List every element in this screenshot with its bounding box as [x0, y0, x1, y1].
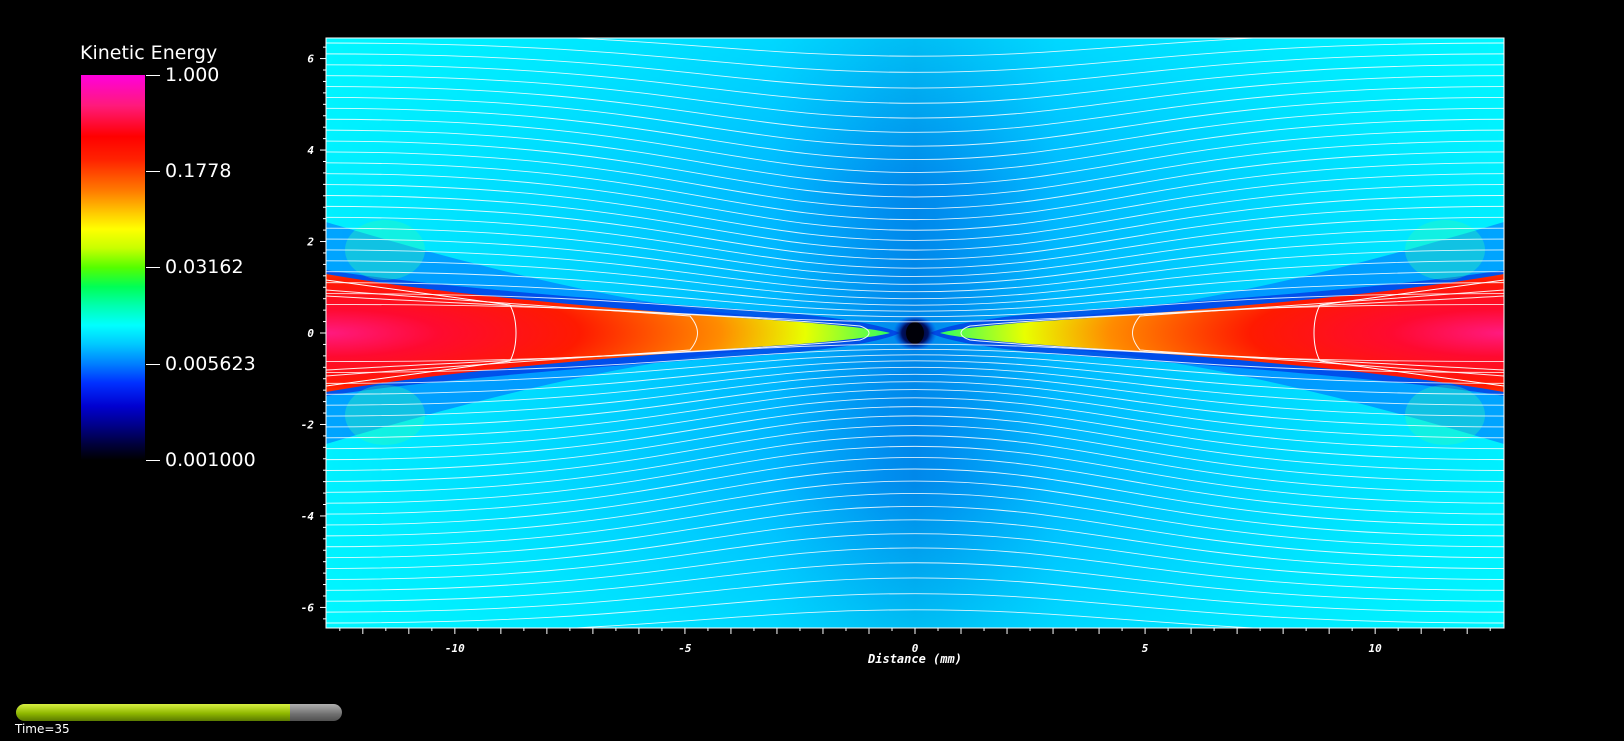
streamline: [326, 457, 1504, 515]
colorbar-tick: [146, 171, 160, 172]
streamline: [326, 53, 1504, 89]
colorbar-tick: [146, 460, 160, 461]
streamline: [326, 547, 1504, 591]
streamline: [326, 303, 1504, 323]
streamline: [326, 360, 1504, 395]
streamline: [326, 205, 1504, 260]
streamline: [326, 42, 1504, 73]
streamline: [326, 173, 1504, 231]
streamline: [326, 435, 1504, 493]
streamline: [326, 140, 1504, 198]
x-tick-label: 0: [912, 642, 919, 655]
streamline: [326, 397, 1504, 450]
streamline: [326, 86, 1504, 133]
streamline: [326, 468, 1504, 526]
streamline: [326, 75, 1504, 119]
y-tick-label: -4: [301, 510, 315, 523]
streamline: [326, 354, 1504, 384]
x-axis: -10 -5 0 5 10: [339, 628, 1491, 655]
time-slider-fill: [16, 704, 290, 721]
colorbar-label: 0.03162: [165, 256, 244, 278]
streamline: [326, 480, 1504, 537]
streamline: [566, 38, 1264, 57]
streamline: [326, 64, 1504, 104]
colorbar-title: Kinetic Energy: [80, 42, 218, 64]
streamline: [326, 97, 1504, 147]
streamline: [326, 593, 1504, 624]
y-tick-label: 6: [307, 53, 314, 66]
streamline: [326, 505, 1504, 559]
y-tick-label: -2: [301, 418, 315, 431]
streamline: [326, 373, 1504, 417]
colorbar-tick: [146, 364, 160, 365]
streamline: [326, 216, 1504, 269]
y-tick-label: 4: [307, 144, 314, 157]
streamline: [326, 577, 1504, 613]
streamline: [326, 271, 1504, 306]
heatmap-field: [326, 38, 1504, 628]
y-tick-label: -6: [301, 601, 315, 614]
streamline: [326, 151, 1504, 209]
streamline: [326, 389, 1504, 439]
x-tick-label: -10: [445, 642, 465, 655]
streamline: [326, 343, 1504, 363]
streamline: [326, 195, 1504, 251]
x-tick-label: 5: [1142, 642, 1149, 655]
streamline: [326, 493, 1504, 548]
colorbar-label: 1.000: [165, 64, 220, 86]
streamline: [326, 562, 1504, 602]
streamline: [326, 406, 1504, 461]
x-tick-label: -5: [678, 642, 692, 655]
streamline: [326, 260, 1504, 300]
colorbar-legend: Kinetic Energy 1.000 0.1778 0.03162 0.00…: [0, 0, 260, 480]
time-label: Time=35: [15, 722, 70, 736]
colorbar-tick: [146, 267, 160, 268]
colorbar-gradient: [81, 75, 145, 460]
streamline: [326, 445, 1504, 504]
x-tick-label: 10: [1369, 642, 1383, 655]
streamline: [326, 227, 1504, 277]
streamlines: [326, 38, 1504, 628]
streamline: [326, 366, 1504, 406]
streamline: [326, 107, 1504, 161]
streamline: [326, 282, 1504, 312]
streamline: [326, 348, 1504, 373]
streamline: [326, 238, 1504, 285]
streamline: [326, 184, 1504, 241]
colorbar-label: 0.1778: [165, 160, 232, 182]
colorbar-label: 0.005623: [165, 353, 256, 375]
streamline: [326, 533, 1504, 580]
streamline: [326, 129, 1504, 186]
time-slider[interactable]: [16, 704, 342, 721]
y-tick-label: 0: [307, 327, 314, 340]
y-axis: 6 4 2 0 -2 -4 -6: [301, 46, 326, 620]
streamline: [326, 415, 1504, 471]
streamline: [326, 293, 1504, 318]
streamline: [326, 162, 1504, 221]
streamline: [326, 118, 1504, 173]
streamline: [326, 519, 1504, 569]
x-axis-title: Distance (mm): [867, 652, 962, 666]
colorbar-tick: [146, 75, 160, 76]
streamline: [566, 609, 1264, 628]
streamline: [326, 249, 1504, 293]
streamline: [326, 381, 1504, 428]
y-tick-label: 2: [306, 236, 314, 249]
streamline: [326, 425, 1504, 482]
colorbar-label: 0.001000: [165, 449, 256, 471]
